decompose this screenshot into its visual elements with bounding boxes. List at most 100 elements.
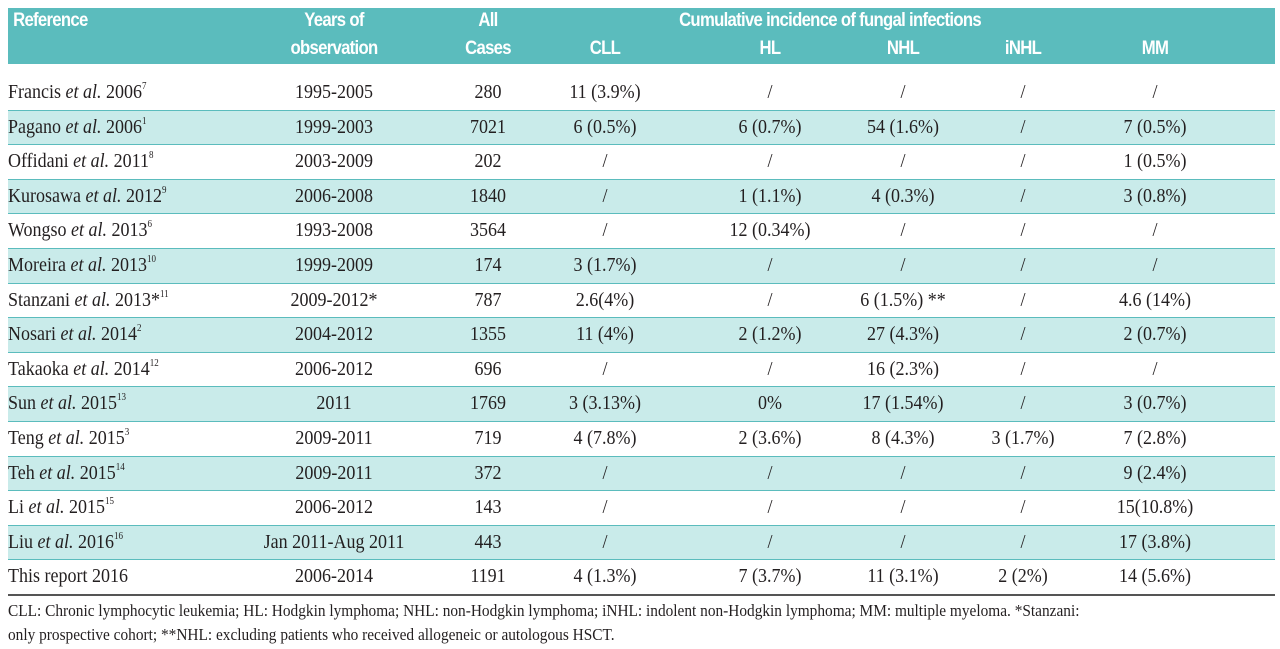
table-footnote: CLL: Chronic lymphocytic leukemia; HL: H… — [8, 599, 1186, 647]
table-row: Stanzani et al. 2013*11 2009-2012* 787 2.6(… — [8, 284, 1275, 319]
cell-inhl: / — [1020, 253, 1026, 276]
cell-nhl: 54 (1.6%) — [867, 115, 939, 138]
cell-inhl: / — [1020, 530, 1026, 553]
reference-etal: et al. — [65, 81, 102, 103]
table-row: Teh et al. 201514 2009-2011 372 / / / / 9 (2.4%… — [8, 456, 1275, 492]
cell-reference: Liu et al. 201616 — [8, 530, 123, 554]
cell-mm: 3 (0.7%) — [1123, 392, 1187, 415]
reference-sup: 15 — [105, 496, 115, 508]
reference-year: 2012 — [125, 184, 162, 207]
reference-etal: et al. — [85, 184, 122, 207]
cell-inhl: 3 (1.7%) — [991, 426, 1055, 449]
cell-cll: 4 (7.8%) — [573, 426, 637, 449]
cell-cases: 202 — [474, 150, 502, 173]
cell-reference: Moreira et al. 201310 — [8, 253, 156, 277]
reference-etal: et al. — [39, 461, 76, 484]
cell-hl: / — [767, 288, 773, 311]
cell-mm: / — [1152, 357, 1158, 380]
cell-mm: 2 (0.7%) — [1123, 323, 1187, 346]
table-row: Sun et al. 201513 2011 1769 3 (3.13%) 0% 17 (… — [8, 387, 1275, 422]
reference-etal: et al. — [40, 392, 77, 415]
cell-reference: Stanzani et al. 2013*11 — [8, 288, 169, 312]
table-row: Francis et al. 20067 1995-2005 280 11 (3.9%… — [8, 76, 1275, 111]
cell-cll: / — [602, 530, 608, 553]
cell-cll: 3 (1.7%) — [573, 253, 637, 276]
cell-mm: 15(10.8%) — [1116, 496, 1194, 519]
reference-etal: et al. — [73, 150, 110, 173]
cell-years: 2011 — [316, 392, 352, 415]
cell-mm: 9 (2.4%) — [1123, 461, 1187, 484]
cell-hl: 7 (3.7%) — [738, 565, 802, 588]
cell-mm: / — [1152, 219, 1158, 242]
reference-sup: 16 — [114, 530, 124, 542]
cell-nhl: 11 (3.1%) — [867, 565, 939, 588]
reference-year: 2014 — [113, 357, 150, 380]
reference-year: 2011 — [113, 150, 150, 173]
cell-years: 2006-2008 — [294, 184, 374, 207]
cell-hl: / — [767, 496, 773, 519]
cell-years: 2006-2012 — [294, 357, 374, 380]
reference-year: 2013 — [111, 219, 148, 242]
reference-etal: et al. — [65, 115, 102, 138]
cell-years: 2003-2009 — [294, 150, 374, 173]
cell-mm: 3 (0.8%) — [1123, 184, 1187, 207]
cell-years: 2009-2011 — [295, 461, 373, 484]
cell-reference: Offidani et al. 20118 — [8, 149, 154, 173]
table-row: Teng et al. 20153 2009-2011 719 4 (7.8%) 2 (… — [8, 422, 1275, 457]
cell-inhl: 2 (2%) — [998, 565, 1048, 588]
cell-cases: 443 — [474, 530, 502, 553]
cell-years: 1999-2009 — [294, 253, 374, 276]
reference-sup: 9 — [161, 184, 167, 196]
table-row: This report 2016 2006-2014 1191 4 (1.3%) 7 (… — [8, 560, 1275, 596]
cell-nhl: / — [900, 150, 906, 173]
reference-sup: 11 — [159, 288, 169, 300]
cell-reference: This report 2016 — [8, 564, 128, 588]
cell-years: 2004-2012 — [294, 323, 374, 346]
cell-cll: / — [602, 219, 608, 242]
reference-year: 2016 — [91, 565, 128, 588]
cell-cases: 1191 — [470, 565, 506, 588]
cell-years: 1993-2008 — [294, 219, 374, 242]
cell-cll: / — [602, 184, 608, 207]
cell-reference: Wongso et al. 20136 — [8, 218, 152, 242]
cell-inhl: / — [1020, 496, 1026, 519]
table-row: Liu et al. 201616 Jan 2011-Aug 2011 443 / / /… — [8, 525, 1275, 561]
reference-author: Sun — [8, 392, 37, 415]
cell-cases: 7021 — [470, 115, 506, 138]
cell-cases: 719 — [474, 426, 502, 449]
cell-cases: 1769 — [470, 392, 506, 415]
reference-etal: et al. — [48, 426, 85, 449]
reference-etal: et al. — [73, 357, 110, 380]
reference-sup: 7 — [142, 81, 147, 92]
cell-cll: / — [602, 150, 608, 173]
cell-years: 2006-2014 — [294, 565, 374, 588]
cell-hl: / — [767, 150, 773, 173]
cell-nhl: / — [900, 530, 906, 553]
header-cases-line2: Cases — [465, 38, 511, 59]
cell-mm: 4.6 (14%) — [1119, 288, 1191, 311]
cell-hl: 6 (0.7%) — [738, 115, 802, 138]
cell-cll: 11 (4%) — [576, 323, 634, 346]
reference-author: Offidani — [8, 150, 69, 173]
reference-etal: et al. — [70, 253, 107, 276]
reference-year: 2006 — [106, 81, 143, 103]
reference-etal: et al. — [28, 496, 65, 519]
cell-cll: / — [602, 496, 608, 519]
reference-author: Moreira — [8, 253, 66, 276]
reference-year: 2006 — [106, 115, 143, 138]
cell-cases: 174 — [474, 253, 502, 276]
reference-author: This report — [8, 565, 88, 588]
cell-nhl: 16 (2.3%) — [867, 357, 939, 380]
reference-year: 2015 — [69, 496, 106, 519]
cell-nhl: 27 (4.3%) — [867, 323, 939, 346]
reference-author: Li — [8, 496, 25, 519]
table-row: Wongso et al. 20136 1993-2008 3564 / 12 (0.3… — [8, 214, 1275, 249]
reference-sup: 2 — [136, 323, 142, 335]
cell-nhl: 4 (0.3%) — [871, 184, 935, 207]
cell-reference: Kurosawa et al. 20129 — [8, 184, 166, 208]
footnote-line-1: CLL: Chronic lymphocytic leukemia; HL: H… — [8, 601, 1080, 620]
cell-reference: Francis et al. 20067 — [8, 80, 147, 104]
cell-cases: 372 — [474, 461, 502, 484]
header-inhl: iNHL — [1004, 38, 1042, 59]
cell-years: 2009-2011 — [295, 426, 373, 449]
